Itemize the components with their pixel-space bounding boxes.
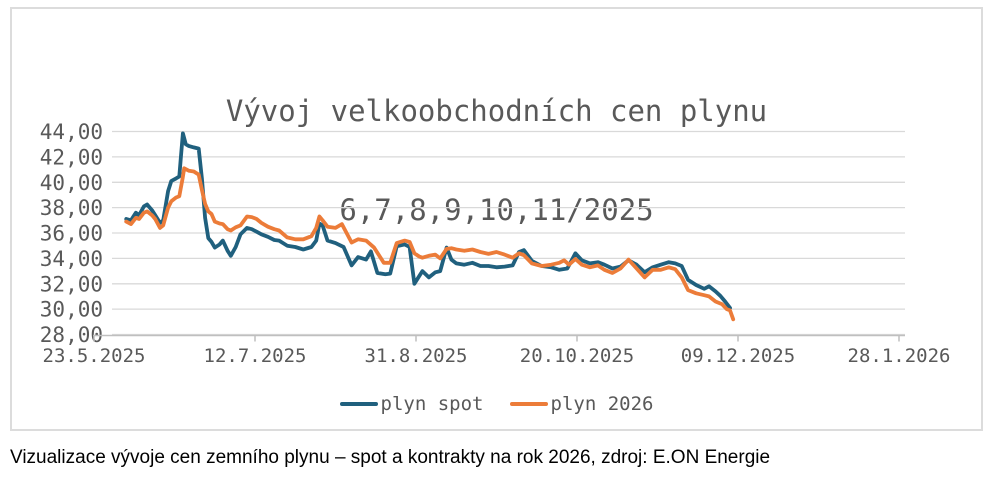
chart-legend: plyn spot plyn 2026 xyxy=(12,393,981,415)
series-line-plyn-spot xyxy=(124,131,732,310)
series-line-plyn-2026 xyxy=(124,166,736,322)
figure-caption: Vizualizace vývoje cen zemního plynu – s… xyxy=(10,447,771,468)
y-axis-label: 32,00 xyxy=(40,272,103,296)
legend-swatch-plyn-spot-icon xyxy=(339,402,378,406)
x-axis-label: 09.12.2025 xyxy=(681,345,795,367)
y-axis-label: 36,00 xyxy=(40,222,103,246)
y-axis-label: 30,00 xyxy=(40,298,103,322)
x-axis-label: 31.8.2025 xyxy=(365,345,468,367)
chart-title-line1: Vývoj velkoobchodních cen plynu xyxy=(225,94,768,128)
chart-svg: 44,0042,0040,0038,0036,0034,0032,0030,00… xyxy=(40,120,951,367)
legend-item-plyn-spot: plyn spot xyxy=(339,393,484,415)
chart-title-line2: 6,7,8,9,10,11/2025 xyxy=(339,193,654,227)
x-axis-label: 12.7.2025 xyxy=(204,345,307,367)
y-axis-label: 40,00 xyxy=(40,171,103,195)
x-axis-label: 28.1.2026 xyxy=(848,345,951,367)
legend-item-plyn-2026: plyn 2026 xyxy=(509,393,654,415)
chart-title: Vývoj velkoobchodních cen plynu 6,7,8,9,… xyxy=(12,29,981,293)
y-axis-label: 28,00 xyxy=(40,323,103,347)
y-axis-label: 42,00 xyxy=(40,145,103,169)
legend-label-plyn-2026: plyn 2026 xyxy=(550,393,654,415)
x-axis-label: 20.10.2025 xyxy=(520,345,634,367)
y-axis-label: 44,00 xyxy=(40,120,103,144)
x-axis-label: 23.5.2025 xyxy=(43,345,146,367)
y-axis-label: 34,00 xyxy=(40,247,103,271)
legend-label-plyn-spot: plyn spot xyxy=(380,393,484,415)
legend-swatch-plyn-2026-icon xyxy=(509,402,548,406)
y-axis-label: 38,00 xyxy=(40,196,103,220)
figure-frame: Vývoj velkoobchodních cen plynu 6,7,8,9,… xyxy=(10,7,983,431)
